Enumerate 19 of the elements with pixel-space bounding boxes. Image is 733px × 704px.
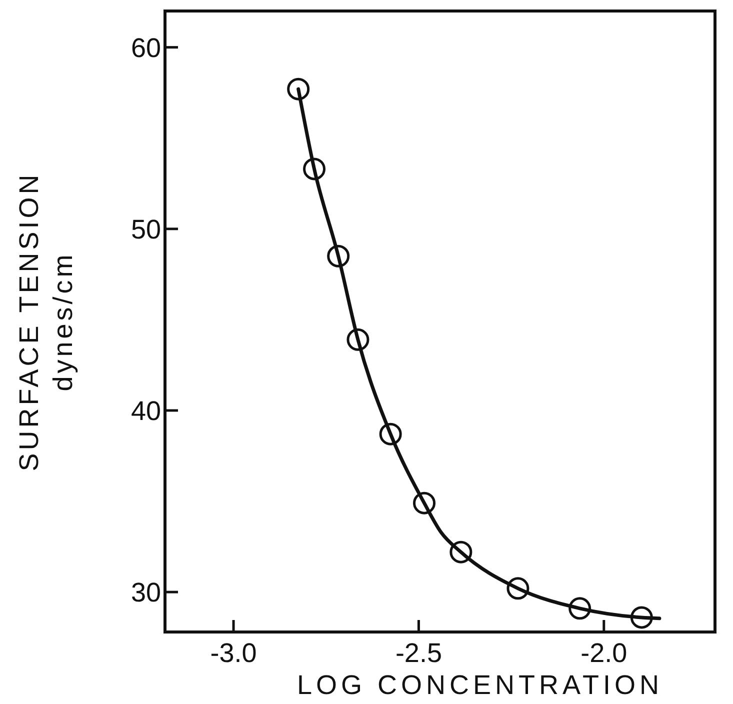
y-axis-title: SURFACE TENSION dynes/cm xyxy=(14,172,78,472)
point xyxy=(287,78,310,100)
point xyxy=(327,244,350,268)
y-tick-label: 40 xyxy=(130,396,161,426)
point xyxy=(450,540,472,564)
x-tick-label: -2.0 xyxy=(580,638,628,668)
point xyxy=(413,492,436,514)
point xyxy=(568,597,592,620)
y-tick-label: 50 xyxy=(130,214,161,244)
x-axis-title: LOG CONCENTRATION xyxy=(296,670,664,700)
point xyxy=(506,577,530,600)
x-tick-label: -2.5 xyxy=(395,638,442,668)
x-tick-label: -3.0 xyxy=(210,638,257,668)
point xyxy=(303,158,326,180)
point xyxy=(379,422,402,446)
y-tick-label: 30 xyxy=(130,578,161,608)
y-tick-label: 60 xyxy=(130,32,161,63)
point xyxy=(346,328,370,351)
point xyxy=(630,606,653,629)
